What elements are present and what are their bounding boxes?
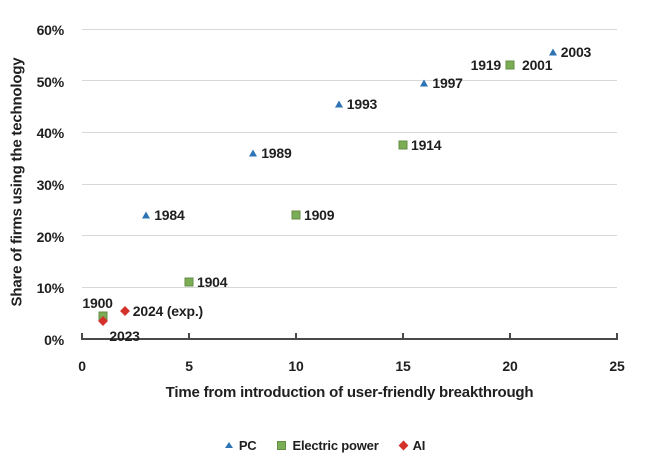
data-point-label: 2023 <box>109 327 140 344</box>
gridline <box>82 183 617 185</box>
data-point-label: 1997 <box>432 75 463 92</box>
data-point-label: 1919 <box>470 57 502 74</box>
x-tick-label: 5 <box>185 358 193 374</box>
data-point-label: 2003 <box>560 44 592 61</box>
x-tick-label: 15 <box>395 358 411 374</box>
square-icon <box>277 440 287 450</box>
data-point-label: 1904 <box>197 274 228 291</box>
data-point-marker <box>334 100 343 108</box>
gridline <box>82 28 617 30</box>
legend: PC Electric power AI <box>0 434 650 456</box>
y-tick-label: 60% <box>36 22 65 38</box>
y-tick-label: 0% <box>44 332 64 348</box>
data-point-marker <box>142 211 151 219</box>
diamond-icon <box>398 440 409 450</box>
x-tick-label: 20 <box>502 358 518 374</box>
data-point-label: 2024 (exp.) <box>132 302 203 319</box>
x-tick <box>402 333 404 338</box>
gridline <box>82 131 617 133</box>
data-point-marker <box>420 79 429 87</box>
x-tick-label: 0 <box>78 358 86 374</box>
legend-label: Electric power <box>292 437 379 453</box>
data-point-marker <box>548 48 557 56</box>
y-tick-label: 40% <box>36 125 65 142</box>
data-point-label: 2001 <box>522 57 553 74</box>
y-tick-label: 20% <box>36 228 65 245</box>
x-tick <box>295 333 297 338</box>
x-tick <box>509 333 511 338</box>
data-point-marker <box>119 305 130 316</box>
data-point-marker <box>184 277 194 287</box>
data-point-marker <box>249 149 258 157</box>
x-tick-label: 25 <box>609 358 625 374</box>
legend-item-ai: AI <box>398 437 426 453</box>
gridline <box>82 235 617 237</box>
legend-label: AI <box>412 437 426 453</box>
gridline <box>82 286 617 288</box>
data-point-marker <box>398 140 408 150</box>
triangle-icon <box>224 442 233 448</box>
x-tick <box>81 333 83 338</box>
legend-item-pc: PC <box>224 437 257 453</box>
x-tick <box>616 333 618 338</box>
x-tick <box>188 333 190 338</box>
data-point-label: 1993 <box>346 95 378 112</box>
data-point-marker <box>505 60 515 70</box>
data-point-label: 1900 <box>82 294 113 311</box>
y-tick-label: 10% <box>36 280 65 297</box>
data-point-marker <box>291 210 301 220</box>
gridline <box>82 80 617 82</box>
x-axis-line <box>81 338 618 340</box>
x-tick-label: 10 <box>288 358 304 374</box>
x-axis-title: Time from introduction of user-friendly … <box>165 384 534 401</box>
data-point-label: 1989 <box>261 145 292 161</box>
y-tick-label: 50% <box>36 73 65 90</box>
y-tick-label: 30% <box>36 177 65 193</box>
data-point-label: 1914 <box>411 137 442 154</box>
data-point-label: 1984 <box>154 207 185 223</box>
data-point-label: 1909 <box>304 207 335 223</box>
legend-label: PC <box>238 437 257 453</box>
legend-item-electric-power: Electric power <box>277 437 379 453</box>
